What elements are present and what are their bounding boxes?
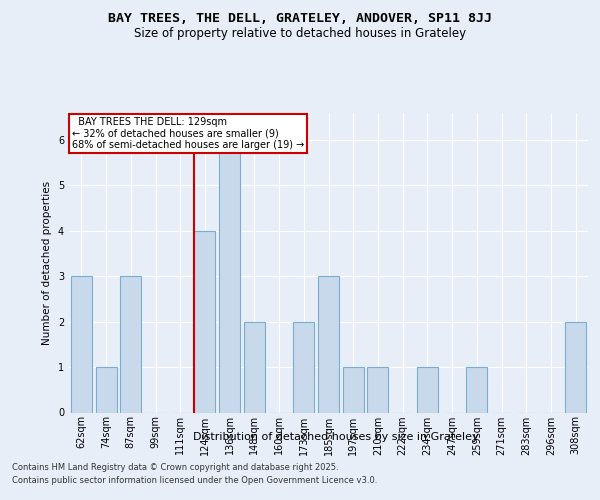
Bar: [318, 276, 339, 412]
Bar: [565, 322, 586, 412]
Bar: [120, 276, 141, 412]
Y-axis label: Number of detached properties: Number of detached properties: [43, 180, 52, 344]
Bar: [194, 230, 215, 412]
Text: BAY TREES, THE DELL, GRATELEY, ANDOVER, SP11 8JJ: BAY TREES, THE DELL, GRATELEY, ANDOVER, …: [108, 12, 492, 26]
Bar: [244, 322, 265, 412]
Text: Contains public sector information licensed under the Open Government Licence v3: Contains public sector information licen…: [12, 476, 377, 485]
Bar: [343, 367, 364, 412]
Text: BAY TREES THE DELL: 129sqm  
← 32% of detached houses are smaller (9)
68% of sem: BAY TREES THE DELL: 129sqm ← 32% of deta…: [71, 117, 304, 150]
Text: Distribution of detached houses by size in Grateley: Distribution of detached houses by size …: [193, 432, 479, 442]
Bar: [417, 367, 438, 412]
Bar: [293, 322, 314, 412]
Bar: [95, 367, 116, 412]
Bar: [367, 367, 388, 412]
Bar: [71, 276, 92, 412]
Bar: [219, 140, 240, 412]
Text: Size of property relative to detached houses in Grateley: Size of property relative to detached ho…: [134, 28, 466, 40]
Bar: [466, 367, 487, 412]
Text: Contains HM Land Registry data © Crown copyright and database right 2025.: Contains HM Land Registry data © Crown c…: [12, 462, 338, 471]
